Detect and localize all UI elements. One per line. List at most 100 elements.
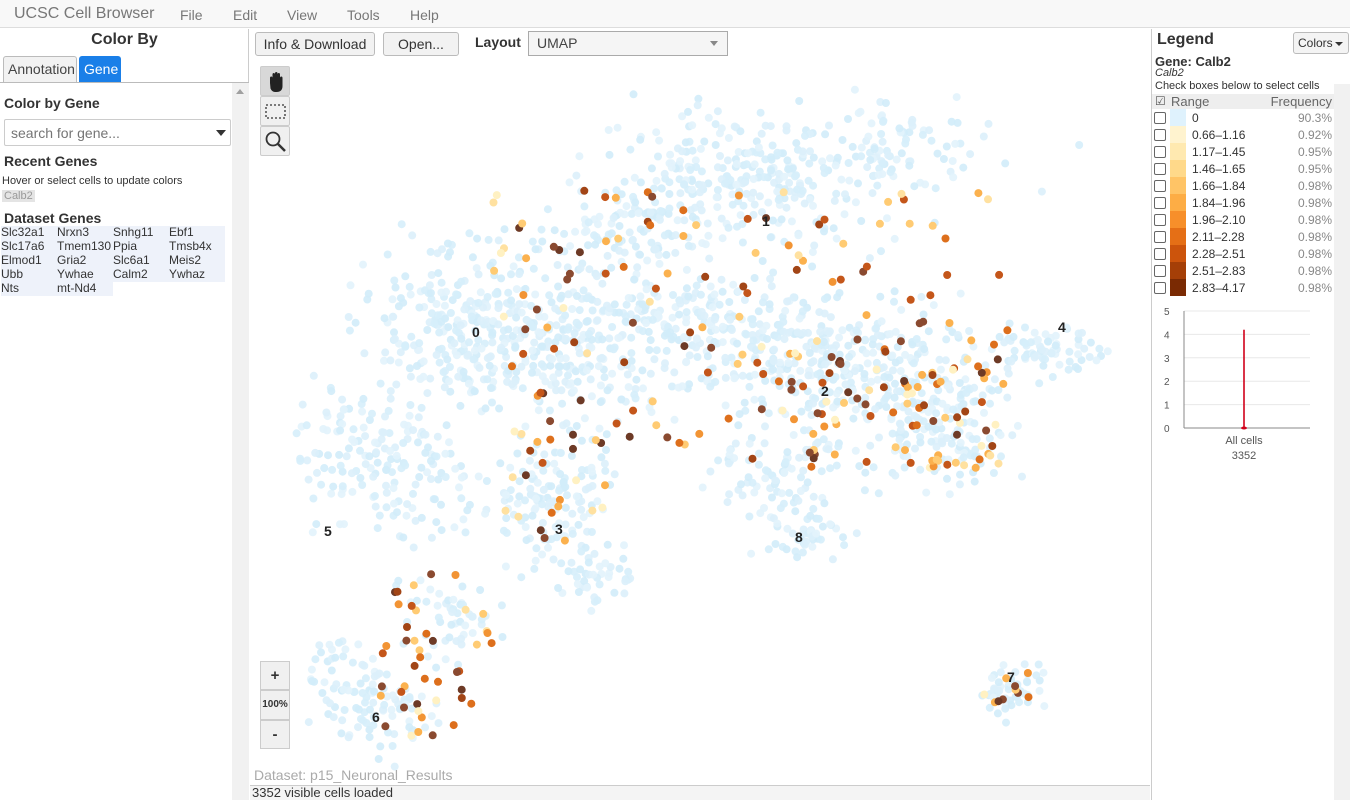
legend-row-checkbox[interactable] bbox=[1154, 112, 1166, 124]
cluster-label[interactable]: 1 bbox=[762, 213, 770, 229]
legend-row[interactable]: 0.66–1.16 0.92% bbox=[1152, 126, 1334, 143]
expressing-cell-point bbox=[409, 581, 418, 590]
dataset-gene-slc17a6[interactable]: Slc17a6 bbox=[1, 240, 57, 254]
recent-gene-chip[interactable]: Calb2 bbox=[2, 190, 35, 202]
legend-scrollbar[interactable] bbox=[1334, 84, 1350, 800]
legend-row[interactable]: 2.11–2.28 0.98% bbox=[1152, 228, 1334, 245]
chevron-down-icon[interactable] bbox=[710, 41, 718, 46]
menu-file[interactable]: File bbox=[180, 7, 203, 23]
cell-point bbox=[596, 354, 605, 363]
legend-color-swatch[interactable] bbox=[1170, 126, 1186, 143]
pane-scrollbar[interactable] bbox=[232, 83, 249, 800]
dataset-gene-ywhae[interactable]: Ywhae bbox=[57, 268, 113, 282]
legend-row-checkbox[interactable] bbox=[1154, 129, 1166, 141]
dataset-gene-meis2[interactable]: Meis2 bbox=[169, 254, 225, 268]
range-sort-header[interactable]: Range bbox=[1171, 94, 1210, 109]
cluster-label[interactable]: 3 bbox=[555, 521, 563, 537]
legend-row[interactable]: 0 90.3% bbox=[1152, 109, 1334, 126]
cell-point bbox=[521, 523, 530, 531]
cell-point bbox=[947, 117, 956, 126]
legend-color-swatch[interactable] bbox=[1170, 262, 1186, 279]
cluster-label[interactable]: 8 bbox=[795, 529, 803, 545]
cluster-label[interactable]: 0 bbox=[472, 324, 480, 340]
cell-point bbox=[844, 341, 853, 350]
legend-row[interactable]: 1.66–1.84 0.98% bbox=[1152, 177, 1334, 194]
legend-color-swatch[interactable] bbox=[1170, 109, 1186, 126]
legend-row-checkbox[interactable] bbox=[1154, 265, 1166, 277]
select-tool-button[interactable] bbox=[260, 96, 290, 126]
open-button[interactable]: Open... bbox=[383, 32, 459, 56]
legend-row[interactable]: 1.17–1.45 0.95% bbox=[1152, 143, 1334, 160]
dataset-gene-mt-nd4[interactable]: mt-Nd4 bbox=[57, 282, 113, 296]
zoom-out-button[interactable]: - bbox=[260, 720, 290, 749]
dataset-gene-tmem130[interactable]: Tmem130 bbox=[57, 240, 113, 254]
zoom-in-button[interactable]: + bbox=[260, 661, 290, 690]
colors-button[interactable]: Colors bbox=[1293, 32, 1349, 54]
legend-row-checkbox[interactable] bbox=[1154, 214, 1166, 226]
dataset-gene-ubb[interactable]: Ubb bbox=[1, 268, 57, 282]
cell-point bbox=[812, 529, 821, 538]
legend-row[interactable]: 1.96–2.10 0.98% bbox=[1152, 211, 1334, 228]
dataset-gene-ppia[interactable]: Ppia bbox=[113, 240, 169, 254]
tab-annotation[interactable]: Annotation bbox=[3, 56, 77, 83]
gene-search-input[interactable] bbox=[4, 119, 231, 146]
legend-row-checkbox[interactable] bbox=[1154, 282, 1166, 294]
legend-color-swatch[interactable] bbox=[1170, 245, 1186, 262]
dataset-gene-nrxn3[interactable]: Nrxn3 bbox=[57, 226, 113, 240]
cell-point bbox=[642, 319, 651, 327]
menu-view[interactable]: View bbox=[287, 7, 318, 23]
legend-color-swatch[interactable] bbox=[1170, 228, 1186, 245]
legend-row[interactable]: 1.84–1.96 0.98% bbox=[1152, 194, 1334, 211]
legend-color-swatch[interactable] bbox=[1170, 194, 1186, 211]
legend-row[interactable]: 2.51–2.83 0.98% bbox=[1152, 262, 1334, 279]
dataset-gene-gria2[interactable]: Gria2 bbox=[57, 254, 113, 268]
dataset-gene-ebf1[interactable]: Ebf1 bbox=[169, 226, 225, 240]
chevron-down-icon[interactable] bbox=[216, 130, 226, 136]
legend-color-swatch[interactable] bbox=[1170, 279, 1186, 296]
legend-color-swatch[interactable] bbox=[1170, 177, 1186, 194]
cluster-label[interactable]: 2 bbox=[821, 383, 829, 399]
legend-row-checkbox[interactable] bbox=[1154, 163, 1166, 175]
dataset-gene-snhg11[interactable]: Snhg11 bbox=[113, 226, 169, 240]
legend-color-swatch[interactable] bbox=[1170, 160, 1186, 177]
dataset-gene-tmsb4x[interactable]: Tmsb4x bbox=[169, 240, 225, 254]
menu-tools[interactable]: Tools bbox=[347, 7, 380, 23]
legend-row-checkbox[interactable] bbox=[1154, 197, 1166, 209]
tab-gene[interactable]: Gene bbox=[79, 56, 121, 83]
pan-tool-button[interactable] bbox=[260, 66, 290, 96]
cluster-label[interactable]: 6 bbox=[372, 709, 380, 725]
zoom-tool-button[interactable] bbox=[260, 126, 290, 156]
legend-row-checkbox[interactable] bbox=[1154, 146, 1166, 158]
dataset-gene-ywhaz[interactable]: Ywhaz bbox=[169, 268, 225, 282]
cluster-label[interactable]: 5 bbox=[324, 523, 332, 539]
legend-row[interactable]: 2.28–2.51 0.98% bbox=[1152, 245, 1334, 262]
dataset-gene-calm2[interactable]: Calm2 bbox=[113, 268, 169, 282]
frequency-sort-header[interactable]: Frequency bbox=[1270, 94, 1332, 109]
legend-color-swatch[interactable] bbox=[1170, 143, 1186, 160]
layout-select[interactable]: UMAP bbox=[528, 31, 728, 56]
legend-row-checkbox[interactable] bbox=[1154, 248, 1166, 260]
expressing-cell-point bbox=[792, 265, 801, 274]
dataset-gene-slc32a1[interactable]: Slc32a1 bbox=[1, 226, 57, 240]
menu-help[interactable]: Help bbox=[410, 7, 439, 23]
cell-point bbox=[727, 326, 736, 334]
cell-point bbox=[838, 326, 847, 335]
select-all-checkbox[interactable]: ☑ bbox=[1155, 94, 1166, 108]
dataset-gene-slc6a1[interactable]: Slc6a1 bbox=[113, 254, 169, 268]
cell-point bbox=[604, 126, 613, 134]
menu-edit[interactable]: Edit bbox=[233, 7, 258, 23]
legend-row[interactable]: 2.83–4.17 0.98% bbox=[1152, 279, 1334, 296]
dataset-gene-elmod1[interactable]: Elmod1 bbox=[1, 254, 57, 268]
umap-scatter-plot[interactable]: 0 1 2 3 4 5 6 7 8 bbox=[250, 29, 1150, 785]
info-download-button[interactable]: Info & Download bbox=[255, 32, 375, 56]
legend-row[interactable]: 1.46–1.65 0.95% bbox=[1152, 160, 1334, 177]
cell-point bbox=[442, 287, 450, 296]
cluster-label[interactable]: 7 bbox=[1007, 669, 1015, 685]
cluster-label[interactable]: 4 bbox=[1058, 319, 1066, 335]
legend-row-checkbox[interactable] bbox=[1154, 231, 1166, 243]
dataset-gene-nts[interactable]: Nts bbox=[1, 282, 57, 296]
legend-color-swatch[interactable] bbox=[1170, 211, 1186, 228]
legend-row-checkbox[interactable] bbox=[1154, 180, 1166, 192]
scroll-up-arrow-icon[interactable] bbox=[236, 89, 244, 94]
